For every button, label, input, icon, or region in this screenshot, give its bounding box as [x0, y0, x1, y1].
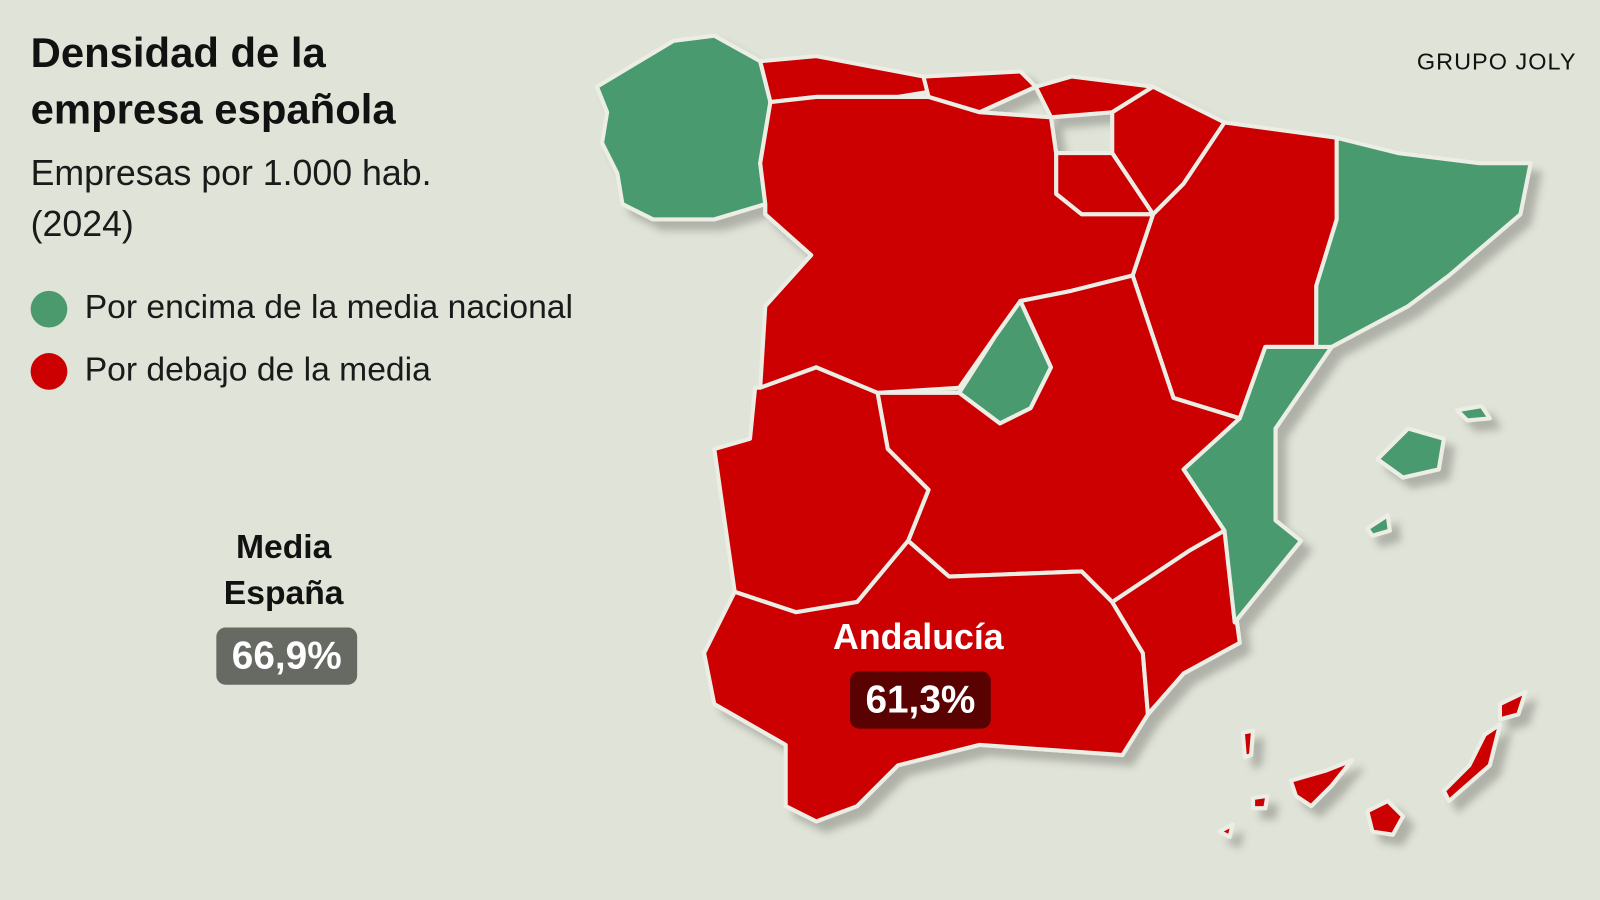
region-menorca	[1455, 404, 1492, 423]
region-value-box	[849, 671, 991, 729]
layout: Densidad de la empresa española Empresas…	[30, 29, 1577, 839]
average-value: 66,9%	[232, 634, 342, 677]
subtitle-line: Empresas por 1.000 hab.	[31, 153, 432, 193]
region-la-palma	[1240, 728, 1256, 760]
region-label: Andalucía	[833, 617, 1005, 657]
region-murcia	[1110, 528, 1242, 717]
region-cataluna	[1314, 135, 1533, 349]
title-line: empresa española	[31, 85, 397, 132]
region-la-gomera	[1251, 793, 1270, 811]
legend-swatch	[30, 353, 68, 390]
region-el-hierro	[1217, 822, 1235, 839]
region-fuerteventura	[1441, 722, 1503, 804]
source: GRUPO JOLY	[1417, 48, 1577, 74]
region-tenerife	[1288, 758, 1355, 809]
legend-label: Por encima de la media nacional	[85, 289, 573, 326]
title-line: Densidad de la	[31, 29, 327, 76]
average-label: España	[224, 575, 344, 612]
legend-swatch	[30, 290, 68, 328]
region-gran-canaria	[1365, 798, 1406, 837]
region-galicia	[594, 33, 773, 222]
average-box	[216, 627, 358, 685]
map	[594, 33, 1533, 839]
region-mallorca	[1375, 426, 1446, 480]
average-label: Media	[236, 529, 332, 566]
subtitle-line: (2024)	[31, 204, 134, 244]
legend-label: Por debajo de la media	[85, 351, 431, 388]
region-value: 61,3%	[865, 678, 975, 721]
region-valencia	[1181, 344, 1334, 625]
region-ibiza	[1365, 513, 1392, 538]
region-lanzarote	[1497, 689, 1528, 722]
